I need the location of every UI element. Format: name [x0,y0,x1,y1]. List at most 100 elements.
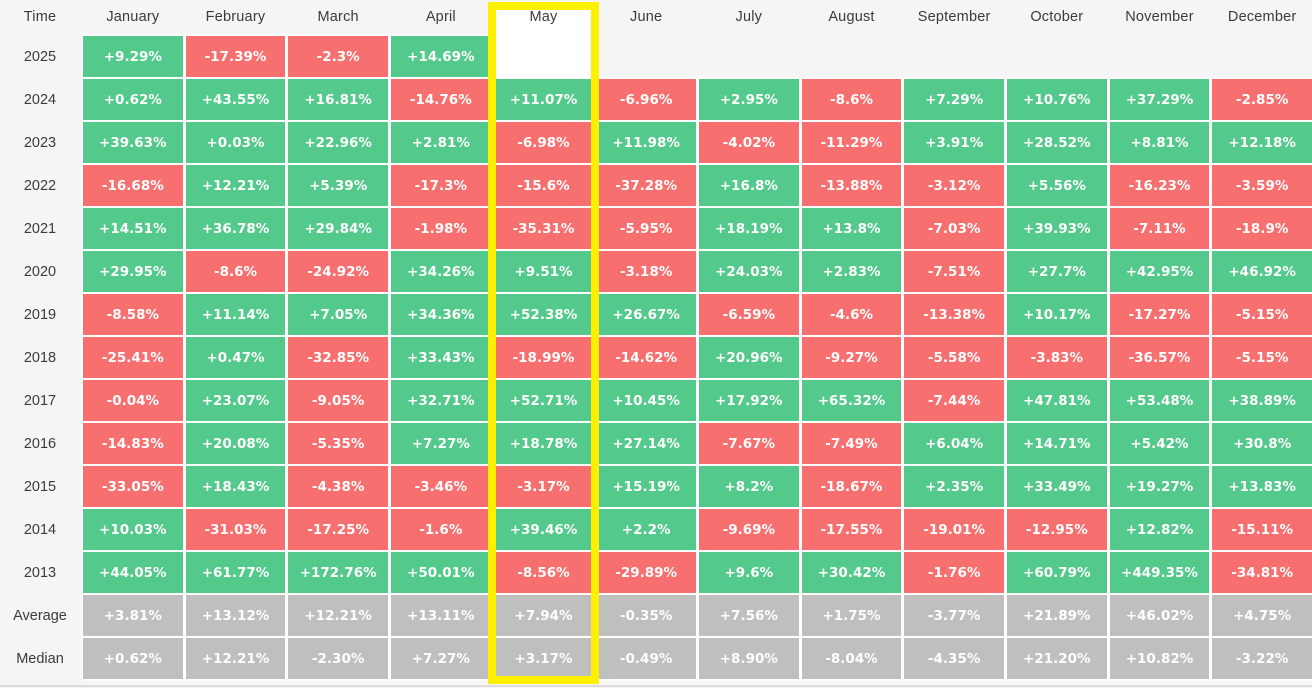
column-header-january: January [106,9,160,25]
cell-2014-september: -19.01% [904,509,1004,550]
cell-median-february: +12.21% [185,638,286,679]
cell-2022-january: -16.68% [83,165,183,206]
cell-2014-december: -15.11% [1212,509,1312,550]
cell-2019-june: +26.67% [596,294,696,335]
cell-2013-september: -1.76% [904,552,1004,593]
cell-2020-december: +46.92% [1212,251,1312,292]
cell-average-november: +46.02% [1109,595,1210,636]
cell-2013-october: +60.79% [1006,552,1107,593]
cell-2022-february: +12.21% [185,165,286,206]
cell-2016-april: +7.27% [390,423,491,464]
cell-2023-february: +0.03% [185,122,286,163]
cell-2021-september: -7.03% [904,208,1004,249]
cell-2022-march: +5.39% [288,165,388,206]
cell-2019-january: -8.58% [83,294,183,335]
cell-2013-august: +30.42% [801,552,902,593]
cell-2023-december: +12.18% [1212,122,1312,163]
cell-2022-april: -17.3% [390,165,491,206]
cell-2016-december: +30.8% [1212,423,1312,464]
cell-2019-december: -5.15% [1212,294,1312,335]
table-bottom-rule [0,685,1312,687]
cell-2018-january: -25.41% [83,337,183,378]
cell-2016-october: +14.71% [1006,423,1107,464]
cell-2017-october: +47.81% [1006,380,1107,421]
row-label-2013: 2013 [23,564,57,581]
cell-average-january: +3.81% [83,595,183,636]
cell-2021-november: -7.11% [1109,208,1210,249]
cell-2025-november [1110,36,1210,77]
cell-2022-july: +16.8% [698,165,799,206]
cell-median-november: +10.82% [1109,638,1210,679]
row-label-2016: 2016 [23,435,57,452]
cell-2014-february: -31.03% [185,509,286,550]
cell-2025-december [1212,36,1312,77]
cell-2021-august: +13.8% [801,208,902,249]
cell-2014-november: +12.82% [1109,509,1210,550]
cell-2023-january: +39.63% [83,122,183,163]
cell-2016-september: +6.04% [904,423,1004,464]
cell-2013-november: +449.35% [1109,552,1210,593]
column-header-july: July [735,9,763,25]
cell-2018-october: -3.83% [1006,337,1107,378]
cell-2025-february: -17.39% [185,36,286,77]
cell-2017-april: +32.71% [390,380,491,421]
cell-median-march: -2.30% [288,638,388,679]
cell-2013-december: -34.81% [1212,552,1312,593]
cell-2015-july: +8.2% [698,466,799,507]
row-label-median: Median [16,650,64,667]
row-label-2022: 2022 [23,177,57,194]
cell-2016-march: -5.35% [288,423,388,464]
cell-2022-september: -3.12% [904,165,1004,206]
cell-2015-may: -3.17% [493,466,594,507]
row-label-2017: 2017 [23,392,57,409]
cell-2017-february: +23.07% [185,380,286,421]
cell-2021-april: -1.98% [390,208,491,249]
row-label-2023: 2023 [23,134,57,151]
cell-2015-january: -33.05% [83,466,183,507]
column-header-august: August [828,9,875,25]
cell-2018-june: -14.62% [596,337,696,378]
cell-2020-march: -24.92% [288,251,388,292]
cell-average-december: +4.75% [1212,595,1312,636]
cell-2014-january: +10.03% [83,509,183,550]
cell-median-december: -3.22% [1212,638,1312,679]
cell-2023-march: +22.96% [288,122,388,163]
cell-2025-may [494,36,594,77]
cell-2025-january: +9.29% [83,36,183,77]
cell-2019-april: +34.36% [390,294,491,335]
cell-2021-march: +29.84% [288,208,388,249]
cell-2023-july: -4.02% [698,122,799,163]
cell-2021-december: -18.9% [1212,208,1312,249]
cell-2018-november: -36.57% [1109,337,1210,378]
cell-2016-november: +5.42% [1109,423,1210,464]
cell-2013-may: -8.56% [493,552,594,593]
cell-2022-may: -15.6% [493,165,594,206]
row-label-average: Average [13,607,67,624]
cell-2025-october [1007,36,1107,77]
cell-2022-october: +5.56% [1006,165,1107,206]
cell-2015-november: +19.27% [1109,466,1210,507]
column-header-february: February [205,9,266,25]
cell-2014-july: -9.69% [698,509,799,550]
cell-average-february: +13.12% [185,595,286,636]
cell-2019-july: -6.59% [698,294,799,335]
cell-2024-march: +16.81% [288,79,388,120]
cell-2015-march: -4.38% [288,466,388,507]
cell-2019-september: -13.38% [904,294,1004,335]
cell-average-march: +12.21% [288,595,388,636]
cell-2023-august: -11.29% [801,122,902,163]
cell-2020-july: +24.03% [698,251,799,292]
cell-2017-september: -7.44% [904,380,1004,421]
cell-2023-may: -6.98% [493,122,594,163]
cell-2023-november: +8.81% [1109,122,1210,163]
cell-2015-june: +15.19% [596,466,696,507]
cell-median-june: -0.49% [596,638,696,679]
cell-2021-february: +36.78% [185,208,286,249]
cell-2024-january: +0.62% [83,79,183,120]
column-header-june: June [630,9,663,25]
cell-2016-january: -14.83% [83,423,183,464]
cell-2013-april: +50.01% [390,552,491,593]
cell-median-september: -4.35% [904,638,1004,679]
